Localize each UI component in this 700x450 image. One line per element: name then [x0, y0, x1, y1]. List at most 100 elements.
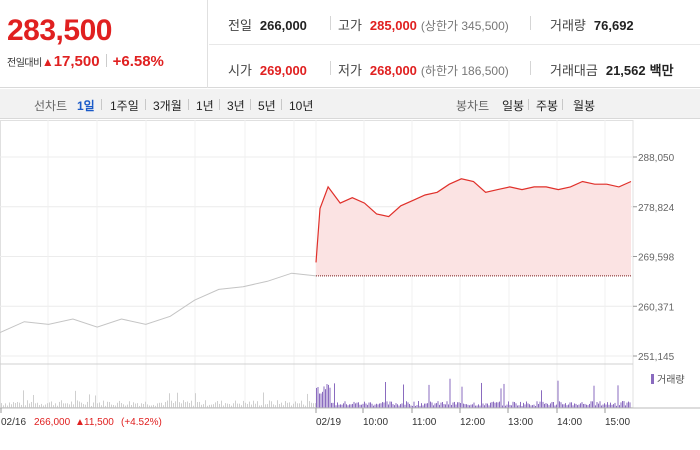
volume-bar: [255, 403, 256, 408]
volume-bar: [473, 402, 475, 408]
volume-bar: [533, 404, 535, 408]
volume-bar: [189, 402, 190, 408]
volume-bar: [448, 404, 449, 408]
volume-bar: [562, 404, 563, 408]
volume-bar: [496, 402, 497, 408]
volume-bar: [139, 405, 140, 408]
volume-bar: [141, 403, 142, 408]
volume-bar: [491, 402, 493, 408]
change-amount: 17,500: [53, 53, 100, 70]
volume-bar: [409, 404, 410, 408]
period-3m[interactable]: 3개월: [153, 99, 182, 113]
volume-bar: [49, 402, 50, 408]
volume-bar: [569, 402, 571, 408]
volume-bar: [617, 385, 619, 408]
volume-bar: [502, 405, 503, 408]
period-1d[interactable]: 1일: [77, 99, 95, 113]
volume-bar: [478, 404, 479, 408]
volume-bar: [506, 404, 508, 408]
volume-bar: [418, 401, 419, 408]
volume-bar: [578, 404, 580, 408]
volume-bar: [476, 405, 478, 408]
volume-bar: [541, 390, 542, 408]
y-tick-label: 251,145: [638, 352, 675, 363]
volume-bar: [616, 405, 617, 408]
volume-bar: [551, 401, 553, 408]
volume-bar: [201, 404, 202, 408]
volume-bar: [587, 405, 589, 408]
divider: [528, 99, 529, 110]
volume-bar: [583, 403, 584, 408]
volume-bar: [279, 403, 280, 408]
volume-bar: [505, 405, 506, 408]
line-chart-label: 선차트: [34, 99, 68, 113]
volume-bar: [13, 402, 14, 408]
candle-daily[interactable]: 일봉: [502, 99, 525, 113]
price-chart[interactable]: 288,050 278,824 269,598 260,371 251,145 02/1…: [0, 120, 700, 450]
volume-bar: [113, 404, 114, 408]
volume-bar: [548, 405, 550, 408]
volume-bar: [602, 404, 604, 408]
volume-bar: [51, 401, 52, 408]
volume-bar: [213, 404, 214, 408]
period-10y[interactable]: 10년: [289, 99, 314, 113]
candle-monthly[interactable]: 월봉: [573, 99, 596, 113]
volume-bar: [532, 405, 533, 408]
change-percent: +6.58%: [112, 53, 164, 70]
volume-bar: [185, 402, 186, 408]
volume-bar: [137, 403, 138, 408]
volume-bar: [370, 402, 371, 408]
volume-bar: [343, 403, 344, 408]
volume-bar: [237, 403, 238, 408]
divider: [530, 16, 531, 30]
period-5y[interactable]: 5년: [258, 99, 276, 113]
volume-bar: [623, 401, 625, 408]
price-box: 283,500 전일대비▲17,500 +6.58%: [0, 0, 208, 88]
volume-bar: [395, 403, 397, 408]
candle-weekly[interactable]: 주봉: [536, 99, 559, 113]
volume-bar: [55, 403, 56, 408]
y-axis: 288,050 278,824 269,598 260,371 251,145: [633, 153, 675, 363]
volume-bar: [169, 393, 170, 408]
volume-bar: [619, 405, 620, 408]
volume-bar: [620, 402, 622, 408]
volume-bar: [9, 402, 10, 408]
volume-bar: [563, 404, 565, 408]
volume-bar: [487, 403, 488, 408]
volume-bar: [527, 403, 529, 408]
volume-bar: [511, 405, 512, 408]
volume-bar: [590, 401, 592, 408]
volume-bar: [445, 404, 446, 408]
volume-bar: [589, 403, 590, 408]
volume-bar: [73, 404, 74, 408]
period-1y[interactable]: 1년: [196, 99, 214, 113]
volume-bar: [159, 402, 160, 408]
volume-bar: [629, 402, 631, 408]
up-arrow-icon: ▲: [75, 417, 85, 428]
volume-bar: [368, 402, 370, 408]
volume-bar: [457, 402, 458, 408]
volume-bar: [626, 402, 628, 408]
volume-bar: [215, 402, 216, 408]
period-1w[interactable]: 1주일: [110, 99, 139, 113]
volume-bar: [358, 402, 359, 408]
y-tick-label: 260,371: [638, 302, 675, 313]
volume-bar: [105, 405, 106, 408]
volume-bar: [179, 402, 180, 408]
volume-bar: [257, 401, 258, 408]
y-tick-label: 269,598: [638, 253, 675, 264]
volume-bar: [41, 403, 42, 408]
volume-bar: [397, 404, 398, 408]
period-3y[interactable]: 3년: [227, 99, 245, 113]
volume-bar: [424, 403, 425, 408]
volume-bar: [599, 401, 601, 408]
volume-bar: [183, 400, 184, 408]
volume-bar: [326, 384, 328, 408]
volume-bar: [297, 403, 298, 408]
volume-bar: [428, 384, 430, 408]
volume-bar: [577, 405, 578, 408]
volume-bar: [484, 405, 485, 408]
volume-legend-swatch: [651, 374, 654, 384]
volume-bar: [359, 404, 361, 408]
volume-bar: [479, 405, 481, 408]
